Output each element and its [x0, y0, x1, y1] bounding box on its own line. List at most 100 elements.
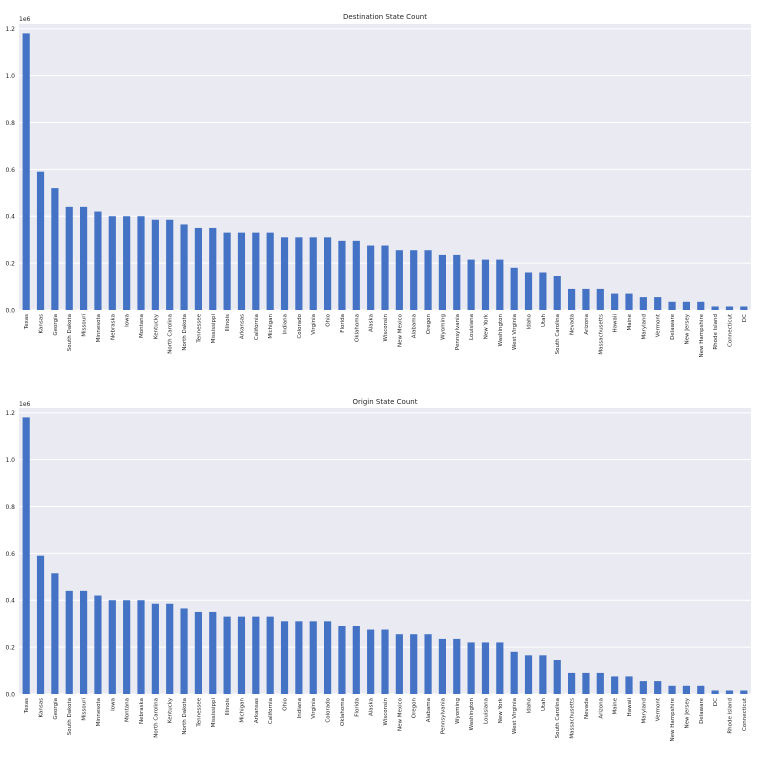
bar	[568, 672, 576, 694]
bar	[668, 301, 676, 310]
bar	[438, 254, 446, 310]
bar	[395, 634, 403, 694]
bar	[252, 232, 260, 310]
x-tick-label: Mississippi	[211, 314, 217, 344]
x-tick-label: New Jersey	[684, 313, 690, 344]
y-tick-label: 0.4	[5, 598, 15, 605]
y-tick-label: 1.0	[5, 73, 15, 80]
x-tick-label: Michigan	[268, 313, 274, 338]
x-tick-label: Hawaii	[613, 314, 619, 333]
x-tick-label: Indiana	[297, 698, 303, 718]
x-tick-label: Delaware	[699, 697, 705, 724]
bar	[123, 216, 131, 310]
x-tick-label: Wyoming	[440, 314, 446, 340]
bar	[180, 608, 188, 694]
bar	[309, 621, 317, 694]
x-tick-label: Kansas	[39, 314, 45, 334]
x-tick-label: Nebraska	[139, 698, 145, 724]
bar	[324, 237, 332, 310]
bar	[582, 672, 590, 694]
bar	[553, 276, 561, 310]
x-tick-label: Georgia	[53, 314, 59, 336]
bar	[80, 206, 88, 310]
bar	[682, 685, 690, 694]
x-tick-label: Wisconsin	[383, 697, 389, 725]
x-tick-label: Arkansas	[254, 698, 260, 723]
x-tick-label: Washington	[498, 313, 504, 346]
x-tick-label: Montana	[125, 698, 131, 722]
x-tick-label: California	[254, 314, 260, 340]
bar	[36, 171, 45, 310]
x-tick-label: North Carolina	[153, 698, 159, 738]
bar	[654, 681, 662, 694]
bar	[108, 216, 116, 310]
x-tick-label: Rhode Island	[727, 698, 733, 734]
x-tick-label: Idaho	[527, 313, 533, 329]
bar	[596, 288, 604, 310]
bar	[266, 616, 274, 694]
bar	[223, 232, 231, 310]
bar	[338, 240, 346, 310]
bar	[524, 272, 533, 310]
bar	[252, 616, 260, 694]
bar	[481, 259, 490, 310]
x-tick-label: Nevada	[584, 698, 590, 719]
bar	[539, 655, 547, 694]
x-tick-label: Nevada	[570, 314, 576, 335]
x-tick-label: Utah	[541, 313, 547, 327]
x-tick-label: Iowa	[125, 314, 131, 327]
bar	[611, 676, 619, 694]
x-tick-label: Minnesota	[96, 314, 102, 342]
x-tick-label: Connecticut	[727, 313, 733, 347]
bar	[625, 676, 633, 694]
bar	[22, 33, 30, 311]
bar	[367, 629, 375, 694]
bar	[266, 232, 274, 310]
x-tick-label: Kansas	[39, 698, 45, 718]
bar	[280, 237, 289, 310]
bar	[94, 211, 102, 310]
x-tick-label: Minnesota	[96, 698, 102, 726]
bar	[223, 616, 231, 694]
x-tick-label: Utah	[541, 697, 547, 711]
x-tick-label: Kentucky	[153, 313, 159, 339]
bar	[410, 634, 418, 694]
x-tick-label: Mississippi	[211, 698, 217, 728]
x-tick-label: New York	[498, 697, 504, 723]
x-tick-label: Tennessee	[196, 697, 202, 727]
x-tick-label: Illinois	[225, 314, 231, 332]
x-tick-label: Oregon	[412, 697, 418, 718]
bar	[725, 690, 734, 694]
bar	[80, 590, 88, 694]
y-tick-label: 0.8	[5, 120, 15, 127]
chart-panel-0: 0.0 0.2 0.4 0.6 0.8 1.0 1.2 1e6 Destination Stat…	[5, 13, 751, 358]
bar	[410, 250, 418, 310]
x-tick-label: New Hampshire	[670, 697, 676, 741]
x-tick-label: Indiana	[283, 314, 289, 334]
bar	[381, 629, 389, 694]
x-tick-label: Illinois	[225, 698, 231, 716]
x-tick-label: Alabama	[412, 314, 418, 338]
bar	[453, 638, 461, 694]
bar	[711, 690, 719, 694]
x-tick-label: Oklahoma	[340, 698, 346, 726]
x-tick-label: Pennsylvania	[455, 314, 461, 350]
x-tick-label: New Mexico	[397, 313, 403, 347]
y-tick-label: 0.0	[5, 692, 15, 699]
x-tick-label: Arizona	[598, 698, 604, 719]
bar	[36, 555, 45, 694]
bar	[352, 240, 360, 310]
x-tick-label: Oklahoma	[354, 314, 360, 342]
x-tick-label: Tennessee	[196, 313, 202, 343]
x-tick-label: Vermont	[656, 697, 662, 721]
bar	[639, 297, 647, 310]
y-tick-label: 1.2	[5, 26, 15, 33]
y-multiplier-label: 1e6	[19, 401, 31, 408]
y-tick-label: 0.4	[5, 214, 15, 221]
x-tick-label: Wyoming	[455, 698, 461, 724]
x-tick-label: Idaho	[527, 697, 533, 713]
bar	[697, 301, 705, 310]
x-tick-label: Wisconsin	[383, 313, 389, 341]
bar	[639, 681, 647, 694]
